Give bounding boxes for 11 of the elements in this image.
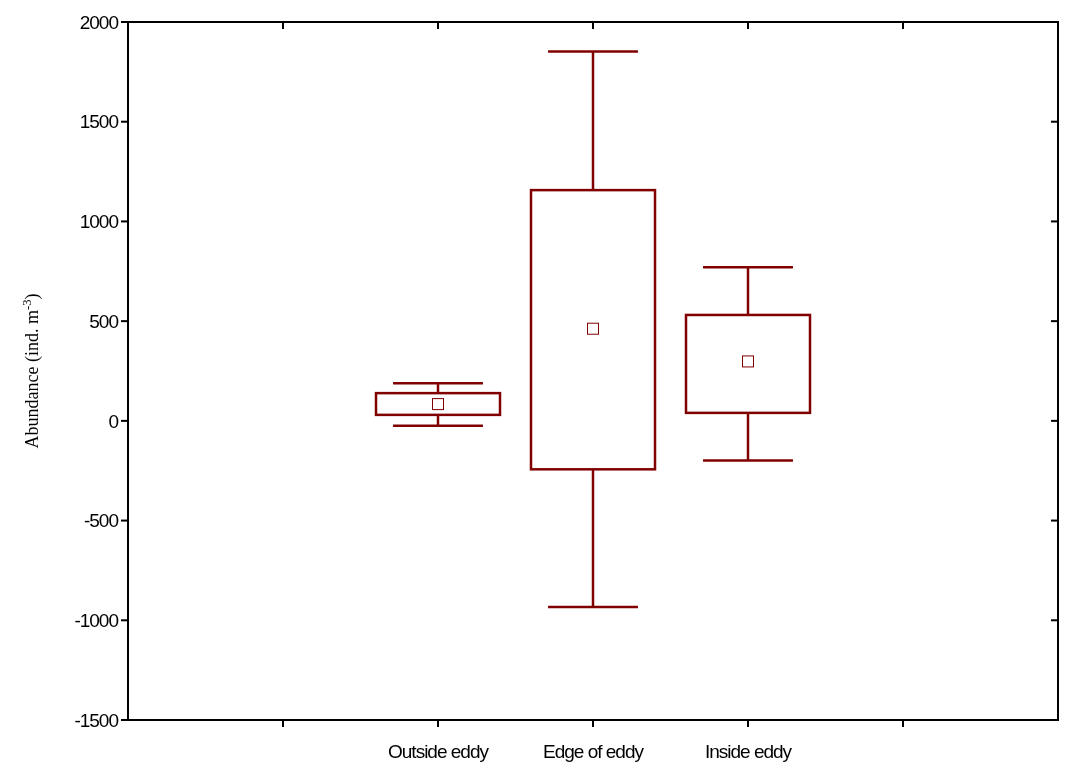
x-tick-label: Edge of eddy	[543, 741, 645, 762]
x-tick-label: Outside eddy	[388, 741, 490, 762]
y-tick-label: 500	[89, 310, 119, 332]
y-tick-label: -1500	[74, 709, 119, 731]
y-tick-label: -1000	[74, 609, 119, 631]
y-tick-label: 0	[108, 410, 119, 432]
y-tick-label: 2000	[79, 11, 119, 33]
y-tick-label: 1500	[79, 111, 119, 133]
y-tick-label: 1000	[79, 211, 119, 233]
y-tick-label: -500	[83, 510, 119, 532]
x-tick-label: Inside eddy	[704, 741, 793, 762]
